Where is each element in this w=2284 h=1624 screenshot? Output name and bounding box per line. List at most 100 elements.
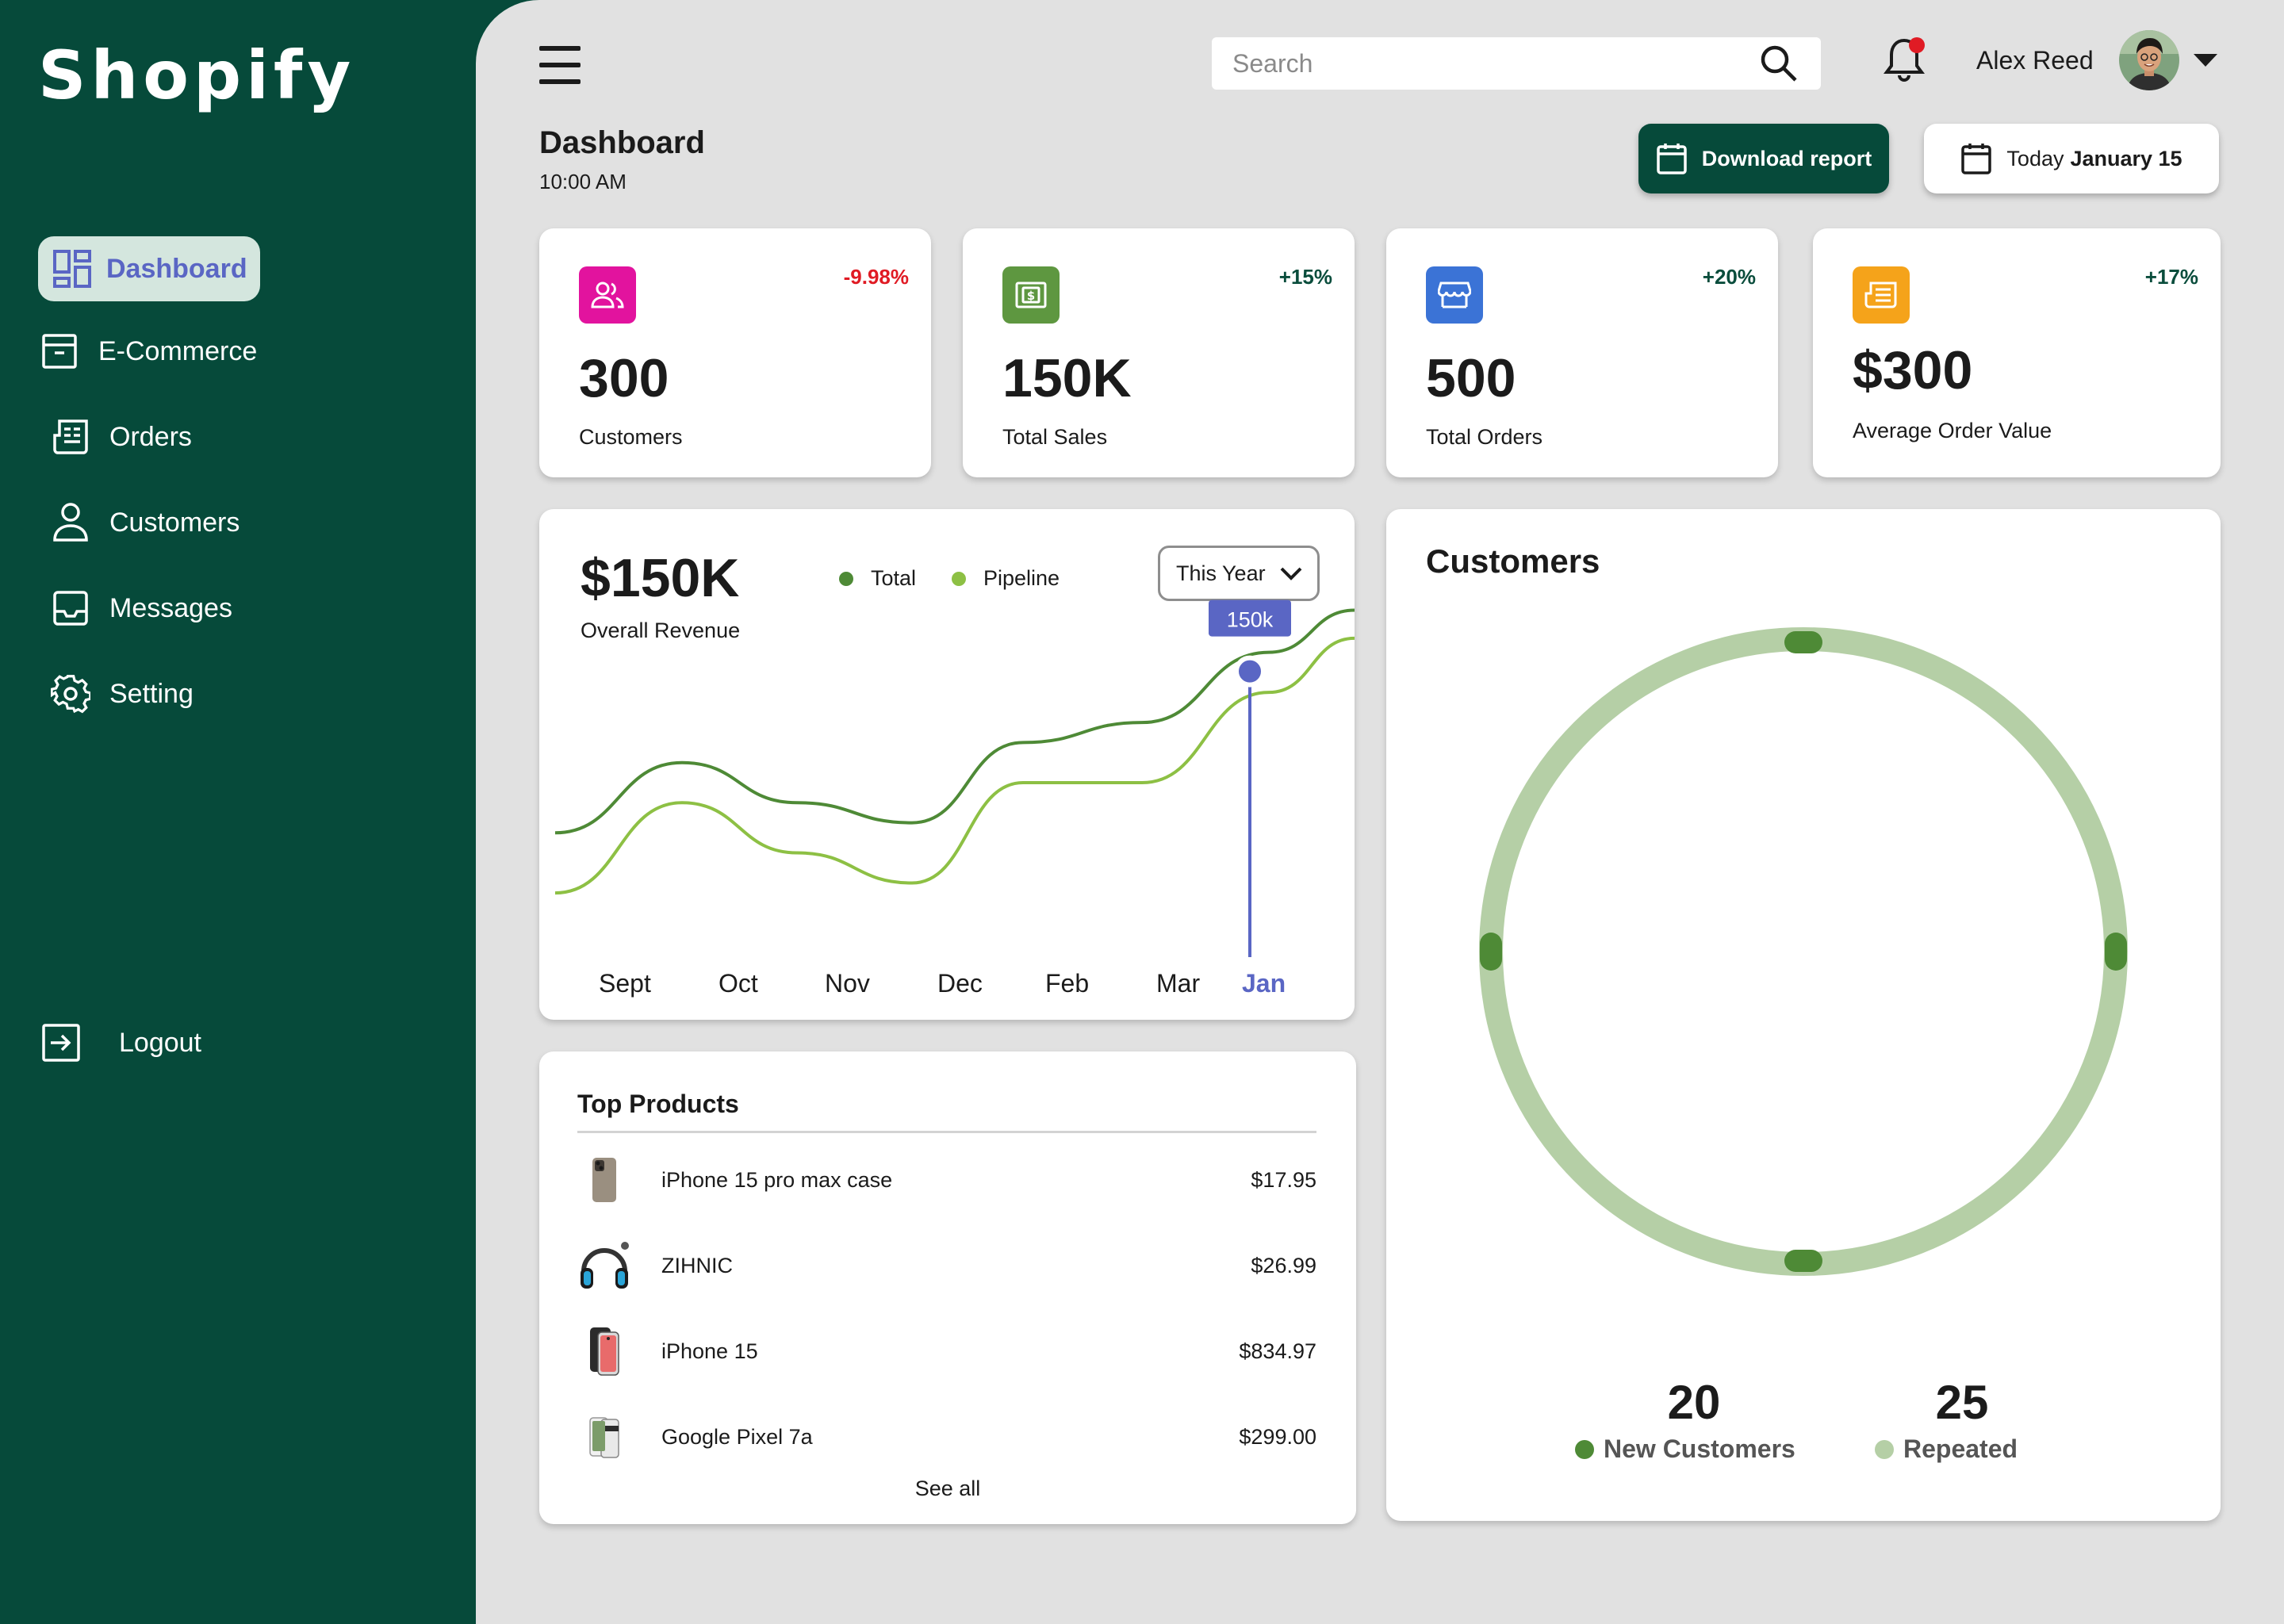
archive-icon: [38, 330, 81, 373]
new-customers-value: 20: [1667, 1376, 1721, 1429]
phone-case-icon: [577, 1153, 631, 1207]
stat-value: 150K: [1002, 348, 1132, 408]
product-price: $17.95: [1251, 1167, 1316, 1192]
list-item[interactable]: iPhone 15 $834.97: [577, 1323, 1316, 1380]
list-item[interactable]: ZIHNIC $26.99: [577, 1237, 1316, 1294]
donut-marker: [1480, 933, 1502, 971]
legend-label: Pipeline: [983, 566, 1060, 590]
user-menu-chevron-down-icon[interactable]: [2194, 54, 2217, 67]
sidebar-item-customers[interactable]: Customers: [49, 490, 240, 555]
search-icon[interactable]: [1759, 44, 1799, 87]
store-icon: [1426, 266, 1483, 324]
notification-dot: [1909, 37, 1925, 53]
sidebar-item-label: Messages: [109, 592, 232, 623]
search-input[interactable]: [1232, 48, 1740, 79]
legend-dot: [952, 571, 966, 586]
revenue-label: Overall Revenue: [581, 619, 741, 642]
sidebar-item-ecommerce[interactable]: E-Commerce: [38, 319, 257, 384]
avatar[interactable]: [2119, 30, 2179, 90]
calendar-icon: [1657, 144, 1687, 174]
product-price: $26.99: [1251, 1253, 1316, 1277]
stat-value: 500: [1426, 348, 1516, 408]
legend-total: Total: [839, 566, 916, 591]
new-customers-label: New Customers: [1604, 1434, 1795, 1463]
list-item[interactable]: iPhone 15 pro max case $17.95: [577, 1151, 1316, 1208]
stat-label: Total Sales: [1002, 425, 1108, 449]
tooltip-label: 150k: [1227, 608, 1274, 632]
calendar-icon: [1961, 144, 1992, 174]
stat-card-customers[interactable]: -9.98% 300 Customers: [539, 228, 931, 477]
sidebar-item-messages[interactable]: Messages: [49, 576, 232, 641]
revenue-chart-card: $150K Overall Revenue Total Pipeline Thi…: [539, 509, 1355, 1020]
hamburger-bar: [539, 79, 581, 84]
product-name: iPhone 15 pro max case: [661, 1167, 893, 1192]
stat-card-total-orders[interactable]: +20% 500 Total Orders: [1386, 228, 1778, 477]
tooltip-box: [1209, 599, 1291, 637]
date-value: January 15: [2070, 146, 2182, 170]
legend-dot: [839, 571, 853, 586]
top-products-card: Top Products iPhone 15 pro max case $17.…: [539, 1051, 1356, 1524]
logout-icon: [40, 1021, 82, 1064]
user-name[interactable]: Alex Reed: [1976, 46, 2094, 75]
see-all-link[interactable]: See all: [914, 1477, 981, 1500]
iphone-icon: [577, 1324, 631, 1378]
x-tick-label-current: Jan: [1242, 969, 1286, 998]
customers-donut-chart[interactable]: [1386, 509, 2221, 1521]
dashboard-icon: [52, 247, 92, 290]
date-prefix: Today: [2006, 146, 2064, 170]
sidebar: Shopify Dashboard E-Commerce: [0, 0, 476, 1624]
date-picker-button[interactable]: Today January 15: [1924, 124, 2219, 193]
donut-marker: [1784, 1250, 1822, 1272]
legend-pipeline: Pipeline: [952, 566, 1060, 591]
repeated-customers-label: Repeated: [1903, 1434, 2018, 1463]
product-name: iPhone 15: [661, 1339, 758, 1363]
product-name: ZIHNIC: [661, 1253, 733, 1277]
stat-label: Customers: [579, 425, 683, 449]
stat-label: Total Orders: [1426, 425, 1543, 449]
gear-icon: [49, 672, 92, 715]
logout-button[interactable]: Logout: [40, 1010, 201, 1075]
sidebar-item-label: Customers: [109, 507, 240, 538]
app-logo[interactable]: Shopify: [38, 36, 356, 114]
repeated-customers-legend: Repeated: [1875, 1434, 2049, 1464]
notification-bell-icon[interactable]: [1884, 36, 1928, 87]
receipt-icon: [1853, 266, 1910, 324]
revenue-line-chart[interactable]: 150k: [539, 509, 1355, 1020]
menu-toggle-button[interactable]: [539, 44, 581, 86]
revenue-value: $150K: [581, 548, 740, 608]
stat-value: 300: [579, 348, 669, 408]
sidebar-item-label: Orders: [109, 421, 192, 452]
stat-label: Average Order Value: [1853, 419, 2052, 442]
stat-card-total-sales[interactable]: $ +15% 150K Total Sales: [963, 228, 1355, 477]
legend-dot: [1875, 1439, 1894, 1459]
divider: [577, 1131, 1316, 1133]
sidebar-item-orders[interactable]: Orders: [49, 404, 192, 469]
sidebar-item-setting[interactable]: Setting: [49, 661, 194, 726]
x-tick-label: Dec: [937, 969, 983, 998]
product-price: $834.97: [1239, 1339, 1316, 1363]
chevron-down-icon: [1280, 567, 1302, 580]
x-tick-label: Feb: [1045, 969, 1090, 998]
list-item[interactable]: Google Pixel 7a $299.00: [577, 1408, 1316, 1465]
pixel-phone-icon: [577, 1410, 631, 1464]
product-name: Google Pixel 7a: [661, 1424, 813, 1449]
download-report-button[interactable]: Download report: [1638, 124, 1889, 193]
stat-change: +20%: [1702, 265, 1756, 289]
stat-card-average-order-value[interactable]: +17% $300 Average Order Value: [1813, 228, 2221, 477]
series-line-pipeline: [554, 636, 1355, 895]
customers-card-title: Customers: [1426, 542, 1600, 580]
logout-label: Logout: [119, 1027, 201, 1058]
legend-dot: [1575, 1439, 1594, 1459]
cash-icon: $: [1002, 266, 1060, 324]
x-tick-label: Mar: [1156, 969, 1201, 998]
donut-marker: [2105, 933, 2127, 971]
donut-ring: [1479, 627, 2128, 1276]
customers-card: Customers 20 New Customers 25 Repeated: [1386, 509, 2221, 1521]
period-select[interactable]: This Year: [1158, 546, 1320, 601]
stat-value: $300: [1853, 340, 1973, 400]
period-value: This Year: [1176, 561, 1266, 585]
repeated-customers-value: 25: [1935, 1376, 1989, 1429]
series-line-total: [554, 608, 1355, 835]
sidebar-item-dashboard[interactable]: Dashboard: [38, 236, 260, 301]
sidebar-item-label: Setting: [109, 678, 194, 709]
